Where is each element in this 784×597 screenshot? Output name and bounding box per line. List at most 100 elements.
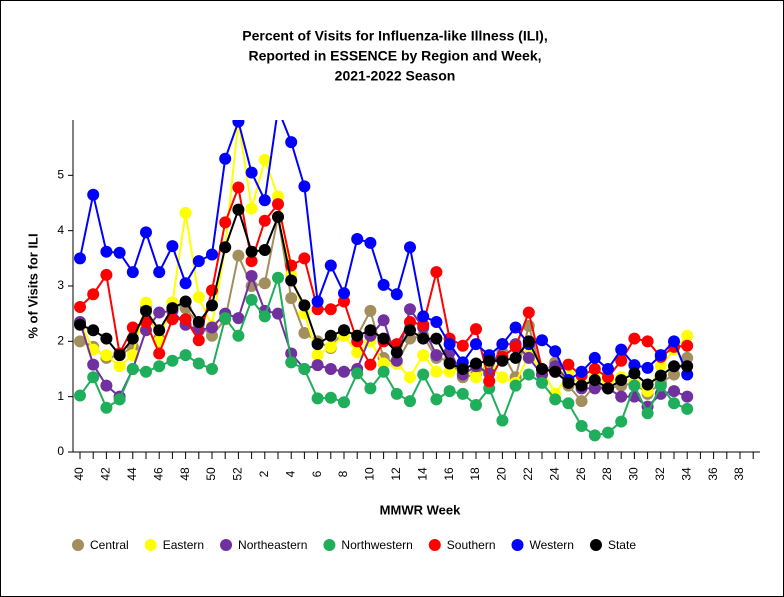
legend-label: Southern [447,538,496,552]
data-point [509,340,522,353]
data-point [232,203,245,216]
data-point [628,359,641,372]
data-point [272,198,284,211]
data-point [377,365,390,378]
data-point [140,226,152,239]
data-point [377,314,390,327]
y-tick-label: 2 [57,334,64,348]
y-tick-label: 0 [57,444,64,458]
data-point [417,349,430,362]
data-point [364,236,377,249]
data-point [153,266,166,279]
data-point [549,393,562,406]
chart-title: 2021-2022 Season [335,68,456,84]
data-point [443,385,456,398]
data-point [338,295,350,308]
data-point [100,268,113,281]
x-tick-label: 20 [495,467,509,481]
data-point [390,354,403,367]
data-point [87,371,100,384]
data-point [615,374,628,387]
data-point [681,351,694,364]
data-point [100,332,113,345]
data-point [588,374,601,387]
data-point [74,318,86,331]
data-point [179,313,192,326]
data-point [87,188,100,201]
x-tick-label: 44 [125,467,139,481]
legend-marker [589,539,602,551]
data-point [153,360,166,373]
data-point [206,299,218,312]
data-point [192,357,205,370]
data-point [206,248,218,261]
data-point [404,303,416,316]
x-tick-label: 26 [574,467,588,481]
data-point [549,345,562,358]
data-point [496,414,509,427]
data-point [311,392,324,405]
data-point [87,358,100,371]
data-point [430,349,443,362]
data-point [179,277,192,290]
x-tick-label: 48 [178,467,192,481]
data-point [430,332,443,345]
data-point [100,245,113,258]
data-point [113,360,126,373]
x-tick-label: 30 [627,467,641,481]
data-point [100,379,113,392]
data-point [153,306,166,319]
data-point [298,180,311,193]
x-tick-label: 52 [231,467,245,481]
data-point [615,390,628,403]
data-point [602,371,614,384]
data-point [153,324,166,337]
data-point [575,365,588,378]
data-point [364,324,377,337]
data-point [668,360,680,373]
data-point [285,274,298,287]
x-tick-label: 32 [653,467,667,481]
data-point [390,288,403,301]
data-point [258,194,271,207]
data-point [245,270,258,283]
data-point [654,349,667,362]
data-point [324,329,337,342]
data-point [166,313,179,326]
data-point [179,295,192,308]
data-point [588,351,601,364]
x-tick-label: 14 [415,467,429,481]
data-point [417,310,430,323]
data-point [232,249,245,262]
data-point [522,306,535,319]
x-tick-label: 42 [99,467,113,481]
data-point [456,363,469,375]
x-tick-label: 50 [204,467,218,481]
legend-label: State [608,538,636,552]
data-point [113,246,126,259]
data-point [324,391,337,404]
data-point [140,296,152,309]
data-point [404,371,416,384]
data-point [219,216,232,229]
data-point [483,354,496,367]
data-point [496,338,509,351]
data-point [417,332,430,345]
plot-area [74,120,694,442]
data-point [615,415,628,428]
data-point [364,382,377,395]
data-point [285,347,298,360]
data-point [615,354,628,367]
data-point [377,278,390,291]
legend-marker [144,539,157,551]
data-point [509,351,522,364]
data-point [87,288,100,301]
data-point [430,266,443,279]
data-point [245,202,258,215]
data-point [470,398,482,411]
data-point [536,334,548,347]
y-axis-title: % of Visits for ILI [25,233,40,338]
x-tick-label: 22 [521,467,535,481]
data-point [351,346,364,359]
